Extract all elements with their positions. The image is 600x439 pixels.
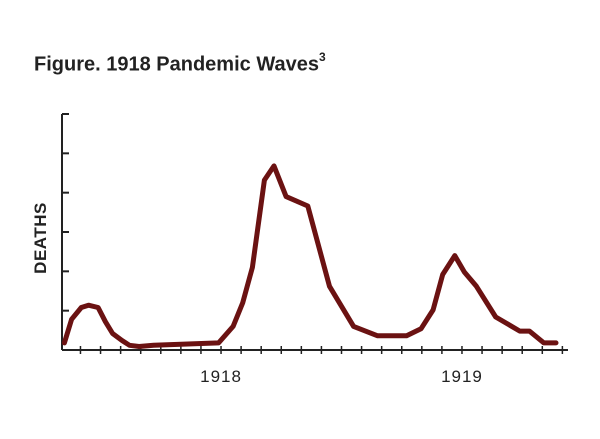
x-tick-label: 1918 [200,367,242,386]
x-tick-labels: 1918 1919 [200,367,483,386]
y-axis-label: DEATHS [31,202,50,274]
x-ticks [79,346,564,354]
x-tick-label: 1919 [441,367,483,386]
chart-title: Figure. 1918 Pandemic Waves3 [34,50,326,76]
series-line [61,163,559,349]
y-ticks [62,113,69,312]
